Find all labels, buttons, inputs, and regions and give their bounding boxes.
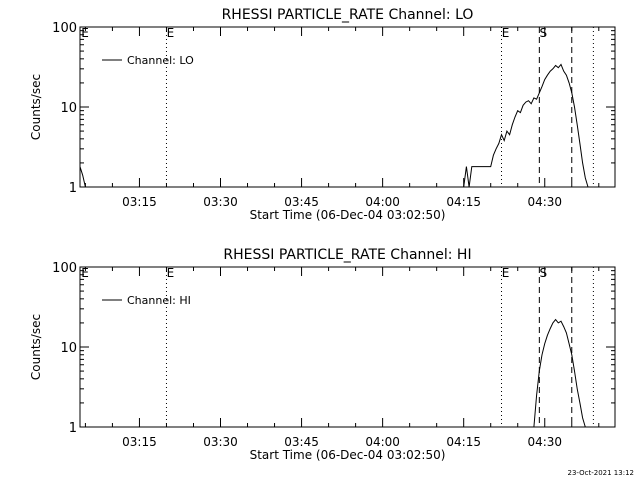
- y-tick-label: 10: [60, 341, 77, 356]
- series-line-hi: [533, 318, 586, 428]
- series-line-lo: [79, 166, 86, 188]
- x-tick-label: 03:30: [203, 195, 238, 209]
- y-tick-label: 100: [52, 21, 77, 36]
- plot-frame: [79, 266, 616, 428]
- legend-label: Channel: HI: [127, 294, 191, 307]
- x-tick-label: 03:15: [122, 435, 157, 449]
- x-tick-label: 04:30: [527, 195, 562, 209]
- marker-label: S: [540, 26, 548, 40]
- panel-lo: RHESSI PARTICLE_RATE Channel: LO 1 10 100 03…: [29, 7, 616, 222]
- x-tick-label: 04:30: [527, 435, 562, 449]
- series-line-lo: [463, 63, 589, 188]
- x-tick-label: 04:15: [446, 435, 481, 449]
- x-tick-label: 03:45: [284, 435, 319, 449]
- chart-title: RHESSI PARTICLE_RATE Channel: LO: [222, 7, 474, 23]
- legend-label: Channel: LO: [127, 54, 194, 67]
- y-tick-label: 10: [60, 101, 77, 116]
- marker-label: E: [167, 26, 175, 40]
- x-tick-label: 03:45: [284, 195, 319, 209]
- marker-label: E: [81, 26, 89, 40]
- marker-label: E: [81, 266, 89, 280]
- x-tick-label: 04:00: [365, 435, 400, 449]
- generation-timestamp: 23-Oct-2021 13:12: [567, 469, 634, 477]
- chart-title: RHESSI PARTICLE_RATE Channel: HI: [223, 247, 471, 263]
- x-tick-label: 03:15: [122, 195, 157, 209]
- marker-label: E: [502, 266, 510, 280]
- plot-frame: [79, 26, 616, 188]
- y-tick-label: 1: [69, 181, 77, 196]
- y-axis-label: Counts/sec: [29, 74, 43, 140]
- x-tick-label: 04:15: [446, 195, 481, 209]
- marker-label: E: [167, 266, 175, 280]
- x-tick-label: 04:00: [365, 195, 400, 209]
- x-axis-label: Start Time (06-Dec-04 03:02:50): [250, 208, 446, 222]
- y-axis-label: Counts/sec: [29, 314, 43, 380]
- x-axis-label: Start Time (06-Dec-04 03:02:50): [250, 448, 446, 462]
- marker-label: E: [502, 26, 510, 40]
- y-tick-label: 100: [52, 261, 77, 276]
- marker-label: S: [540, 266, 548, 280]
- panel-hi: RHESSI PARTICLE_RATE Channel: HI 1 10 100 03…: [29, 247, 616, 462]
- y-tick-label: 1: [69, 421, 77, 436]
- x-tick-label: 03:30: [203, 435, 238, 449]
